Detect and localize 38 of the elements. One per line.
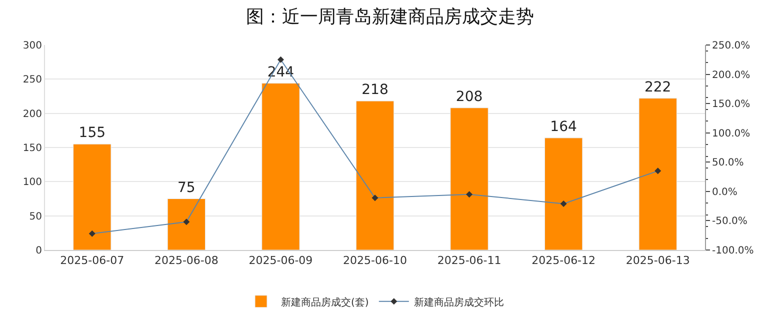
y2-tick-label: 250.0%	[712, 40, 750, 52]
y-tick-label: 150	[22, 143, 42, 154]
x-tick-label: 2025-06-08	[154, 254, 218, 268]
y2-tick-label: -50.0%	[712, 216, 748, 228]
x-tick-label: 2025-06-11	[437, 254, 502, 268]
x-tick-label: 2025-06-12	[532, 254, 596, 268]
y2-tick-label: 100.0%	[712, 128, 750, 140]
y-tick-label: 50	[29, 211, 42, 222]
x-tick-label: 2025-06-07	[60, 254, 124, 268]
y-tick-label: 300	[22, 40, 42, 52]
y2-tick-label: 200.0%	[712, 70, 750, 81]
y2-tick-label: -100.0%	[712, 246, 754, 256]
legend-label: 新建商品房成交(套)	[281, 296, 369, 308]
data-label: 75	[178, 180, 196, 196]
y2-tick-label: 150.0%	[712, 99, 750, 110]
y-tick-label: 200	[22, 108, 42, 120]
y-tick-label: 250	[22, 74, 42, 86]
bar	[638, 98, 677, 250]
y2-tick-label: 0.0%	[712, 186, 738, 198]
x-tick-label: 2025-06-10	[343, 254, 407, 268]
x-tick-label: 2025-06-13	[626, 254, 690, 268]
bar	[262, 83, 300, 250]
y-tick-label: 100	[22, 177, 42, 188]
data-label: 155	[78, 125, 106, 142]
bar	[73, 144, 112, 250]
bar	[450, 108, 488, 250]
data-label: 218	[362, 82, 388, 98]
y2-tick-label: 50.0%	[712, 158, 744, 169]
bar	[167, 198, 206, 250]
bar	[544, 138, 583, 250]
y-tick-label: 0	[36, 246, 42, 256]
chart-title: 图：近一周青岛新建商品房成交走势	[246, 6, 534, 28]
legend-label: 新建商品房成交环比	[414, 296, 504, 308]
x-tick-label: 2025-06-09	[248, 254, 313, 268]
data-label: 164	[550, 118, 577, 135]
data-label: 222	[644, 79, 672, 96]
bar	[356, 100, 394, 250]
data-label: 208	[456, 88, 483, 105]
